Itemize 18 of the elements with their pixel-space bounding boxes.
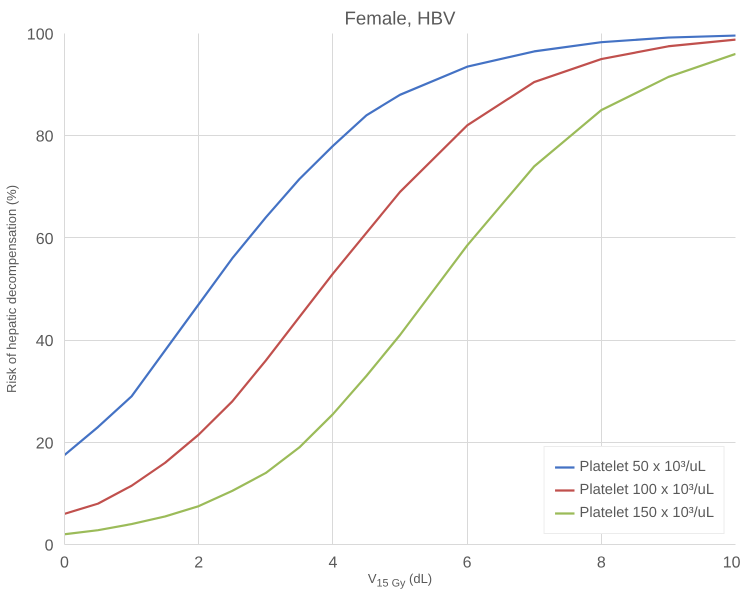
x-tick-label: 2 [194,554,204,572]
legend-label: Platelet 50 x 10³/uL [580,459,706,475]
y-tick-label: 60 [36,230,54,248]
x-tick-label: 6 [462,554,472,572]
y-tick-label: 0 [44,538,54,554]
x-tick-label: 4 [328,554,338,572]
y-tick-label: 40 [36,333,54,350]
y-axis-title: Risk of hepatic decompensation (%) [4,184,19,394]
legend-label: Platelet 150 x 10³/uL [580,505,714,521]
chart-title: Female, HBV [344,8,456,28]
y-tick-label: 20 [36,435,54,452]
x-tick-label: 8 [596,554,606,572]
x-axis-title: V$_{15 Gy}$ (dL) [366,570,434,592]
y-tick-label: 100 [26,26,54,44]
x-tick-label: 0 [60,554,70,572]
y-tick-label: 80 [36,128,54,146]
x-tick-label: 10 [722,554,741,572]
legend-label: Platelet 100 x 10³/uL [580,482,714,498]
